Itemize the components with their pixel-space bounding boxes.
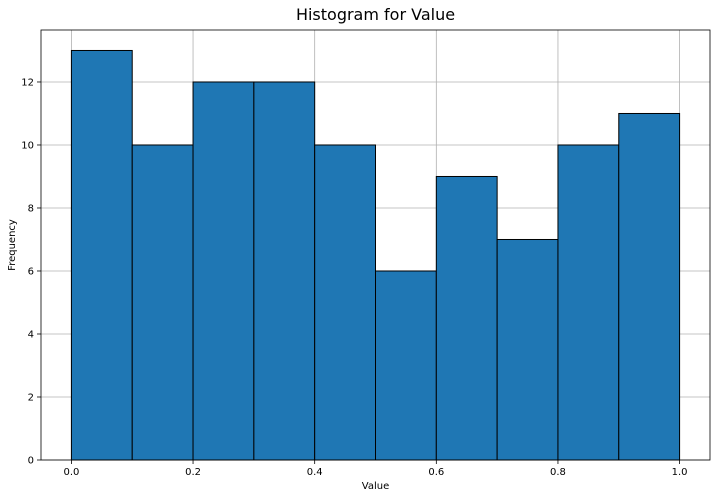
x-tick-label-3: 0.6 [428, 467, 444, 478]
y-tick-label-5: 10 [21, 140, 34, 151]
axes-frame [40, 29, 711, 461]
histogram-bar-3 [253, 81, 316, 461]
histogram-bar-6 [435, 175, 498, 461]
x-tick-label-0: 0.0 [63, 467, 79, 478]
x-tick-label-4: 0.8 [550, 467, 566, 478]
histogram-bar-9 [618, 112, 681, 461]
y-axis-ticks: 0 2 4 6 8 10 12 [21, 77, 41, 467]
chart-title: Histogram for Value [296, 5, 455, 24]
x-axis-ticks: 0.0 0.2 0.4 0.6 0.8 1.0 [63, 460, 688, 478]
y-tick-label-2: 4 [28, 329, 34, 340]
y-axis-label: Frequency [7, 219, 18, 271]
histogram-bar-1 [131, 144, 194, 461]
histogram-bar-0 [70, 49, 133, 461]
histogram-bar-7 [496, 238, 559, 461]
histogram-bars [70, 49, 681, 461]
y-tick-label-6: 12 [21, 77, 34, 88]
y-tick-label-0: 0 [28, 456, 34, 467]
y-tick-label-3: 6 [28, 266, 34, 277]
histogram-bar-4 [314, 144, 377, 461]
y-tick-label-1: 2 [28, 392, 34, 403]
x-tick-label-1: 0.2 [185, 467, 201, 478]
y-tick-label-4: 8 [28, 203, 34, 214]
histogram-bar-2 [192, 81, 255, 461]
histogram-bar-8 [557, 144, 620, 461]
x-axis-label: Value [362, 481, 389, 492]
x-tick-label-2: 0.4 [307, 467, 323, 478]
x-tick-label-5: 1.0 [672, 467, 688, 478]
histogram-bar-5 [375, 270, 437, 461]
plot-frame [40, 29, 711, 461]
